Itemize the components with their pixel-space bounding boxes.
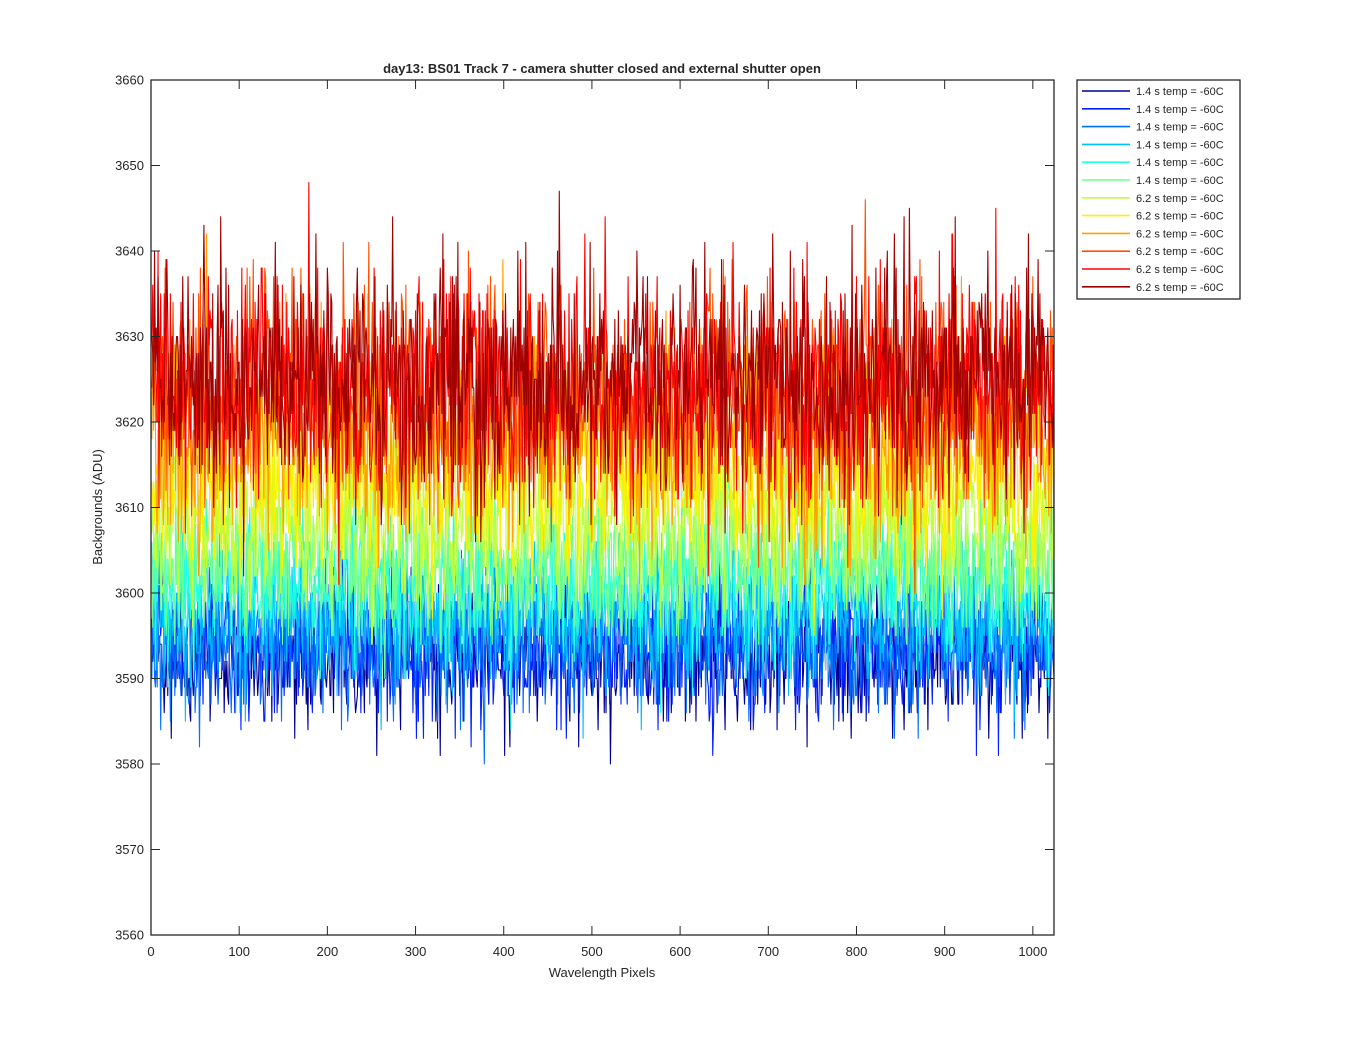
legend-entry: 1.4 s temp = -60C xyxy=(1082,104,1224,116)
x-tick-label: 100 xyxy=(228,944,250,959)
plot-area xyxy=(150,79,1055,936)
x-tick-label: 300 xyxy=(405,944,427,959)
x-tick-label: 1000 xyxy=(1018,944,1047,959)
legend-entry: 6.2 s temp = -60C xyxy=(1082,282,1224,294)
legend-label: 6.2 s temp = -60C xyxy=(1136,193,1224,205)
legend-entry: 6.2 s temp = -60C xyxy=(1082,193,1224,205)
y-tick-label: 3630 xyxy=(115,329,144,344)
x-tick-label: 900 xyxy=(934,944,956,959)
x-tick-label: 400 xyxy=(493,944,515,959)
y-tick-label: 3640 xyxy=(115,244,144,259)
y-tick-label: 3650 xyxy=(115,158,144,173)
legend-label: 6.2 s temp = -60C xyxy=(1136,211,1224,223)
legend-label: 1.4 s temp = -60C xyxy=(1136,139,1224,151)
legend-label: 1.4 s temp = -60C xyxy=(1136,122,1224,134)
legend-label: 6.2 s temp = -60C xyxy=(1136,246,1224,258)
legend-entry: 6.2 s temp = -60C xyxy=(1082,211,1224,223)
y-tick-label: 3560 xyxy=(115,928,144,943)
legend-label: 1.4 s temp = -60C xyxy=(1136,86,1224,98)
legend-label: 1.4 s temp = -60C xyxy=(1136,157,1224,169)
legend-label: 6.2 s temp = -60C xyxy=(1136,282,1224,294)
legend-entry: 1.4 s temp = -60C xyxy=(1082,122,1224,134)
legend: 1.4 s temp = -60C 1.4 s temp = -60C 1.4 s … xyxy=(1076,79,1241,300)
legend-label: 6.2 s temp = -60C xyxy=(1136,228,1224,240)
x-tick-label: 800 xyxy=(846,944,868,959)
y-axis-ticks: 3560 3570 3580 3590 3600 3610 3620 3630 3640 3650… xyxy=(115,73,1054,943)
x-axis-ticks: 0 100 200 300 400 500 600 700 800 900 1000 xyxy=(147,80,1047,959)
legend-entry: 6.2 s temp = -60C xyxy=(1082,264,1224,276)
legend-label: 1.4 s temp = -60C xyxy=(1136,104,1224,116)
y-tick-label: 3620 xyxy=(115,415,144,430)
series-line-12 xyxy=(151,190,1055,577)
x-tick-label: 600 xyxy=(669,944,691,959)
legend-entry: 1.4 s temp = -60C xyxy=(1082,139,1224,151)
x-tick-label: 500 xyxy=(581,944,603,959)
legend-entry: 6.2 s temp = -60C xyxy=(1082,228,1224,240)
legend-entry: 1.4 s temp = -60C xyxy=(1082,175,1224,187)
legend-entry: 1.4 s temp = -60C xyxy=(1082,157,1224,169)
y-axis-label: Backgrounds (ADU) xyxy=(90,449,105,565)
legend-box xyxy=(1076,79,1241,300)
legend-entry: 6.2 s temp = -60C xyxy=(1082,246,1224,258)
y-tick-label: 3610 xyxy=(115,500,144,515)
series-line-7 xyxy=(151,387,1055,645)
legend-label: 1.4 s temp = -60C xyxy=(1136,175,1224,187)
y-tick-label: 3570 xyxy=(115,842,144,857)
y-tick-label: 3580 xyxy=(115,757,144,772)
y-tick-label: 3660 xyxy=(115,73,144,88)
x-axis-label: Wavelength Pixels xyxy=(549,965,656,980)
series-line-11 xyxy=(151,182,1055,586)
y-tick-label: 3600 xyxy=(115,586,144,601)
series-layer xyxy=(151,182,1055,765)
x-tick-label: 700 xyxy=(757,944,779,959)
legend-entry: 1.4 s temp = -60C xyxy=(1082,86,1224,98)
x-tick-label: 0 xyxy=(147,944,154,959)
chart-title: day13: BS01 Track 7 - camera shutter clo… xyxy=(383,61,821,76)
x-tick-label: 200 xyxy=(317,944,339,959)
legend-items: 1.4 s temp = -60C 1.4 s temp = -60C 1.4 s … xyxy=(1082,86,1224,294)
legend-label: 6.2 s temp = -60C xyxy=(1136,264,1224,276)
y-tick-label: 3590 xyxy=(115,671,144,686)
